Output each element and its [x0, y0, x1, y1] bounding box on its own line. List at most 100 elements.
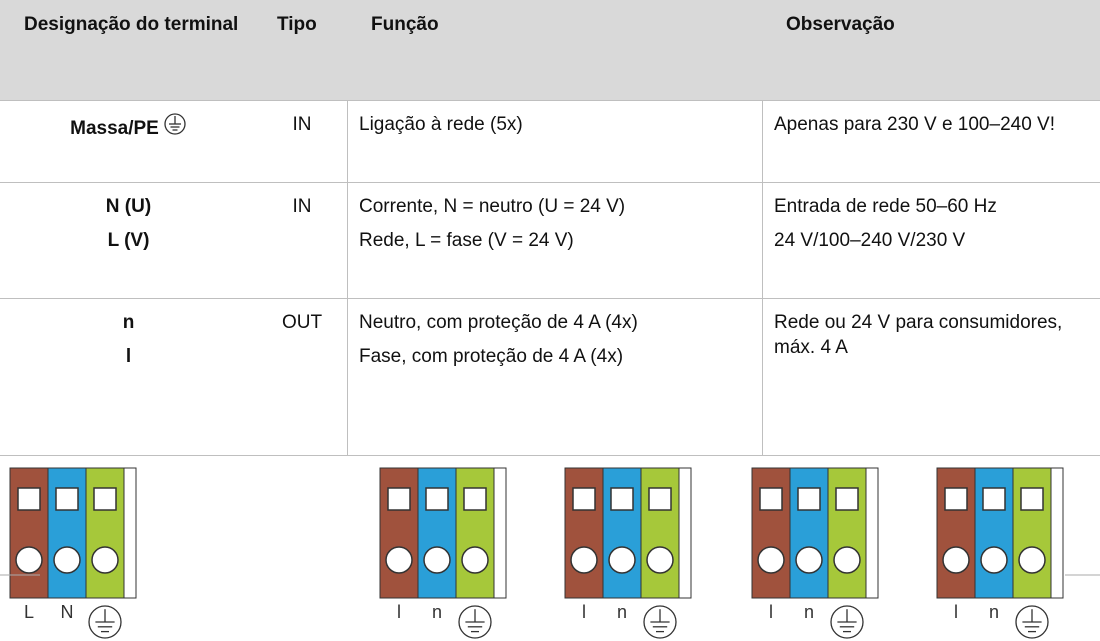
cell-text: Neutro, com proteção de 4 A (4x) [359, 312, 638, 333]
terminal-screw [93, 487, 117, 511]
ground-circle [1015, 605, 1049, 639]
cell-text: OUT [281, 312, 323, 333]
terminal-screw [610, 487, 634, 511]
cell-text: Massa/PE [70, 118, 159, 139]
table-cell: IN [257, 100, 347, 182]
ground-circle [458, 605, 492, 639]
terminal-hole [795, 546, 823, 574]
connector-label: l [769, 602, 773, 622]
terminal-screw [17, 487, 41, 511]
table-cell: Apenas para 230 V e 100–240 V! [762, 100, 1100, 182]
cell-text: IN [292, 196, 312, 217]
cell-text: Ligação à rede (5x) [359, 114, 523, 135]
connector-label: n [617, 602, 627, 622]
terminal-screw [387, 487, 411, 511]
connector-label: L [24, 602, 34, 622]
table-cell: Ligação à rede (5x) [347, 100, 762, 182]
ground-symbol [643, 605, 677, 639]
ground-circle [643, 605, 677, 639]
row-divider [0, 182, 1100, 183]
terminal-screw [944, 487, 968, 511]
table-cell: Neutro, com proteção de 4 A (4x) Fase, co… [347, 298, 762, 455]
header-cell: Designação do terminal [0, 0, 257, 100]
ground-symbol [88, 605, 122, 639]
header-cell: Tipo [257, 0, 347, 100]
cell-text: N (U) [105, 196, 152, 217]
cell-text: n [122, 312, 135, 333]
cell-text: IN [292, 114, 312, 135]
cell-text: L (V) [107, 230, 150, 251]
table-cell: Rede ou 24 V para consumidores, máx. 4 A [762, 298, 1100, 455]
connector-label: n [989, 602, 999, 622]
table-cell: Entrada de rede 50–60 Hz 24 V/100–240 V/2… [762, 182, 1100, 298]
row-divider [0, 298, 1100, 299]
terminal-hole [570, 546, 598, 574]
cell-text: Entrada de rede 50–60 Hz [774, 196, 997, 217]
connector-label: l [582, 602, 586, 622]
terminal-screw [572, 487, 596, 511]
row-divider [0, 100, 1100, 101]
column-divider [347, 100, 348, 455]
connector-label: N [61, 602, 74, 622]
terminal-hole [608, 546, 636, 574]
connector-label: n [432, 602, 442, 622]
column-divider [762, 100, 763, 455]
table-cell: N (U) L (V) [0, 182, 257, 298]
terminal-hole [423, 546, 451, 574]
header-cell: Função [347, 0, 762, 100]
ground-circle [830, 605, 864, 639]
ground-circle [164, 113, 186, 135]
table-cell: IN [257, 182, 347, 298]
terminal-screw [648, 487, 672, 511]
header-cell: Observação [762, 0, 1100, 100]
cell-text: Rede ou 24 V para consumidores, máx. 4 A [774, 312, 1063, 358]
terminal-hole [15, 546, 43, 574]
ground-circle [88, 605, 122, 639]
terminal-hole [461, 546, 489, 574]
terminal-edge [123, 467, 137, 599]
terminal-hole [757, 546, 785, 574]
terminal-hole [942, 546, 970, 574]
terminal-screw [759, 487, 783, 511]
row-divider [0, 455, 1100, 456]
cell-text: Fase, com proteção de 4 A (4x) [359, 346, 624, 367]
table-cell: OUT [257, 298, 347, 455]
terminal-screw [1020, 487, 1044, 511]
table-cell: Massa/PE [0, 100, 257, 182]
ground-icon [164, 113, 186, 135]
connector-label: l [954, 602, 958, 622]
terminal-hole [1018, 546, 1046, 574]
terminal-edge [865, 467, 879, 599]
terminal-screw [982, 487, 1006, 511]
terminal-screw [835, 487, 859, 511]
ground-symbol [830, 605, 864, 639]
terminal-screw [55, 487, 79, 511]
table-cell: Corrente, N = neutro (U = 24 V) Rede, L =… [347, 182, 762, 298]
terminal-hole [646, 546, 674, 574]
cell-text: l [125, 346, 132, 367]
terminal-screw [797, 487, 821, 511]
terminal-hole [833, 546, 861, 574]
terminal-hole [980, 546, 1008, 574]
cell-text: Apenas para 230 V e 100–240 V! [774, 114, 1056, 135]
terminal-edge [1050, 467, 1064, 599]
terminal-screw [425, 487, 449, 511]
ground-symbol [1015, 605, 1049, 639]
terminal-hole [385, 546, 413, 574]
ground-symbol [458, 605, 492, 639]
ground-symbol [164, 113, 186, 135]
connector-label: l [397, 602, 401, 622]
cell-text: 24 V/100–240 V/230 V [774, 230, 966, 251]
terminal-edge [678, 467, 692, 599]
terminal-hole [91, 546, 119, 574]
cell-text: Rede, L = fase (V = 24 V) [359, 230, 574, 251]
terminal-screw [463, 487, 487, 511]
terminal-edge [493, 467, 507, 599]
